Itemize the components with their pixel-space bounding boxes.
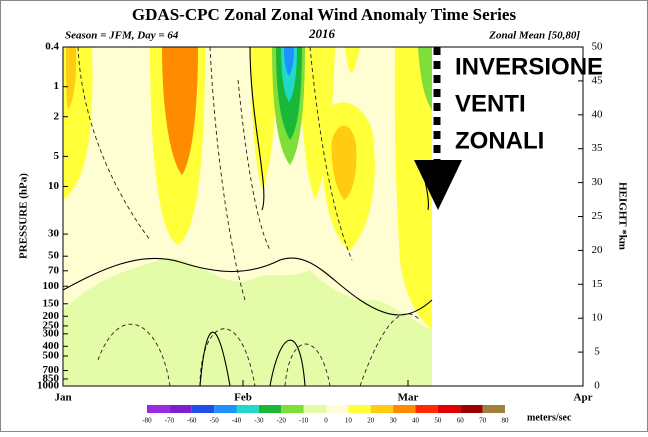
colorbar-swatch bbox=[147, 405, 170, 413]
colorbar-tick-label: 20 bbox=[367, 417, 375, 425]
colorbar-swatch bbox=[191, 405, 215, 413]
colorbar-tick-label: 40 bbox=[412, 417, 420, 425]
colorbar-tick-label: 50 bbox=[434, 417, 442, 425]
colorbar-swatch bbox=[326, 405, 349, 413]
y-tick-label: 1000 bbox=[37, 380, 60, 392]
contour-field bbox=[62, 46, 433, 387]
annotation: ZONALI bbox=[455, 127, 544, 154]
y-tick-label: 1 bbox=[54, 80, 60, 92]
y-tick-label: 50 bbox=[48, 250, 60, 262]
y2-tick-label: 15 bbox=[592, 278, 604, 290]
y2-tick-label: 30 bbox=[592, 176, 604, 188]
y-tick-label: 500 bbox=[43, 349, 60, 361]
colorbar-tick-label: -40 bbox=[232, 417, 242, 425]
y-tick-label: 2 bbox=[54, 110, 60, 122]
colorbar-swatch bbox=[415, 405, 438, 413]
colorbar-label: meters/sec bbox=[527, 412, 572, 423]
colorbar-tick-label: -70 bbox=[165, 417, 175, 425]
x-tick-label: Apr bbox=[574, 392, 593, 404]
colorbar-swatch bbox=[460, 405, 483, 413]
colorbar-tick-label: -20 bbox=[277, 417, 287, 425]
colorbar-tick-label: 30 bbox=[390, 417, 398, 425]
y-tick-label: 5 bbox=[54, 150, 60, 162]
chart-title: GDAS-CPC Zonal Zonal Wind Anomaly Time S… bbox=[132, 5, 517, 24]
colorbar-swatch bbox=[437, 405, 461, 413]
y-tick-label: 100 bbox=[43, 280, 60, 292]
colorbar-swatch bbox=[169, 405, 192, 413]
colorbar-tick-label: 80 bbox=[502, 417, 510, 425]
colorbar-swatch bbox=[393, 405, 416, 413]
y-tick-label: 300 bbox=[43, 327, 60, 339]
x-tick-label: Jan bbox=[54, 392, 71, 404]
y-tick-label: 70 bbox=[48, 264, 60, 276]
x-tick-label: Mar bbox=[398, 392, 419, 404]
annotation-arrow-head bbox=[414, 160, 462, 210]
y-tick-label: 150 bbox=[43, 297, 60, 309]
colorbar-swatch bbox=[281, 405, 304, 413]
colorbar-swatch bbox=[370, 405, 394, 413]
y2-tick-label: 10 bbox=[592, 312, 604, 324]
annotations: INVERSIONE VENTI ZONALI bbox=[455, 53, 603, 154]
subtitle-right: Zonal Mean [50,80] bbox=[488, 30, 580, 42]
y-tick-label: 700 bbox=[43, 364, 60, 376]
colorbar-tick-label: 70 bbox=[479, 417, 487, 425]
x-tick-label: Feb bbox=[234, 392, 252, 404]
annotation: VENTI bbox=[455, 90, 526, 117]
y2-tick-label: 5 bbox=[594, 346, 600, 358]
y2-tick-label: 35 bbox=[592, 142, 604, 154]
colorbar-tick-label: -30 bbox=[254, 417, 264, 425]
colorbar-tick-label: 0 bbox=[324, 417, 328, 425]
colorbar-tick-label: -60 bbox=[187, 417, 197, 425]
y-tick-label: 850 bbox=[43, 372, 60, 384]
y-tick-label: 400 bbox=[43, 340, 60, 352]
colorbar-swatch bbox=[214, 405, 237, 413]
y2-tick-label: 0 bbox=[594, 380, 600, 392]
subtitle-left: Season = JFM, Day = 64 bbox=[65, 30, 179, 42]
y-tick-label: 250 bbox=[43, 319, 60, 331]
y-tick-label: 0.4 bbox=[45, 41, 59, 53]
y-tick-label: 10 bbox=[48, 180, 60, 192]
y-axis-label: PRESSURE (hPa) bbox=[18, 173, 30, 259]
colorbar-swatch bbox=[348, 405, 371, 413]
colorbar-tick-label: -10 bbox=[299, 417, 309, 425]
colorbar-tick-label: -50 bbox=[209, 417, 219, 425]
colorbar-swatch bbox=[482, 405, 505, 413]
y2-tick-label: 20 bbox=[592, 244, 604, 256]
colorbar-tick-label: 10 bbox=[345, 417, 353, 425]
y2-tick-label: 40 bbox=[592, 108, 604, 120]
colorbar-swatch bbox=[258, 405, 282, 413]
y2-axis-label: HEIGHT *km bbox=[616, 182, 628, 250]
colorbar-swatch bbox=[303, 405, 326, 413]
y-tick-label: 200 bbox=[43, 310, 60, 322]
y2-tick-label: 50 bbox=[592, 41, 604, 53]
subtitle-center: 2016 bbox=[308, 26, 336, 41]
y2-tick-label: 45 bbox=[592, 74, 604, 86]
y2-tick-label: 25 bbox=[592, 210, 604, 222]
colorbar-tick-label: -80 bbox=[142, 417, 152, 425]
annotation: INVERSIONE bbox=[455, 53, 603, 80]
colorbar-swatch bbox=[236, 405, 259, 413]
y-tick-label: 30 bbox=[48, 228, 60, 240]
colorbar-tick-label: 60 bbox=[457, 417, 465, 425]
